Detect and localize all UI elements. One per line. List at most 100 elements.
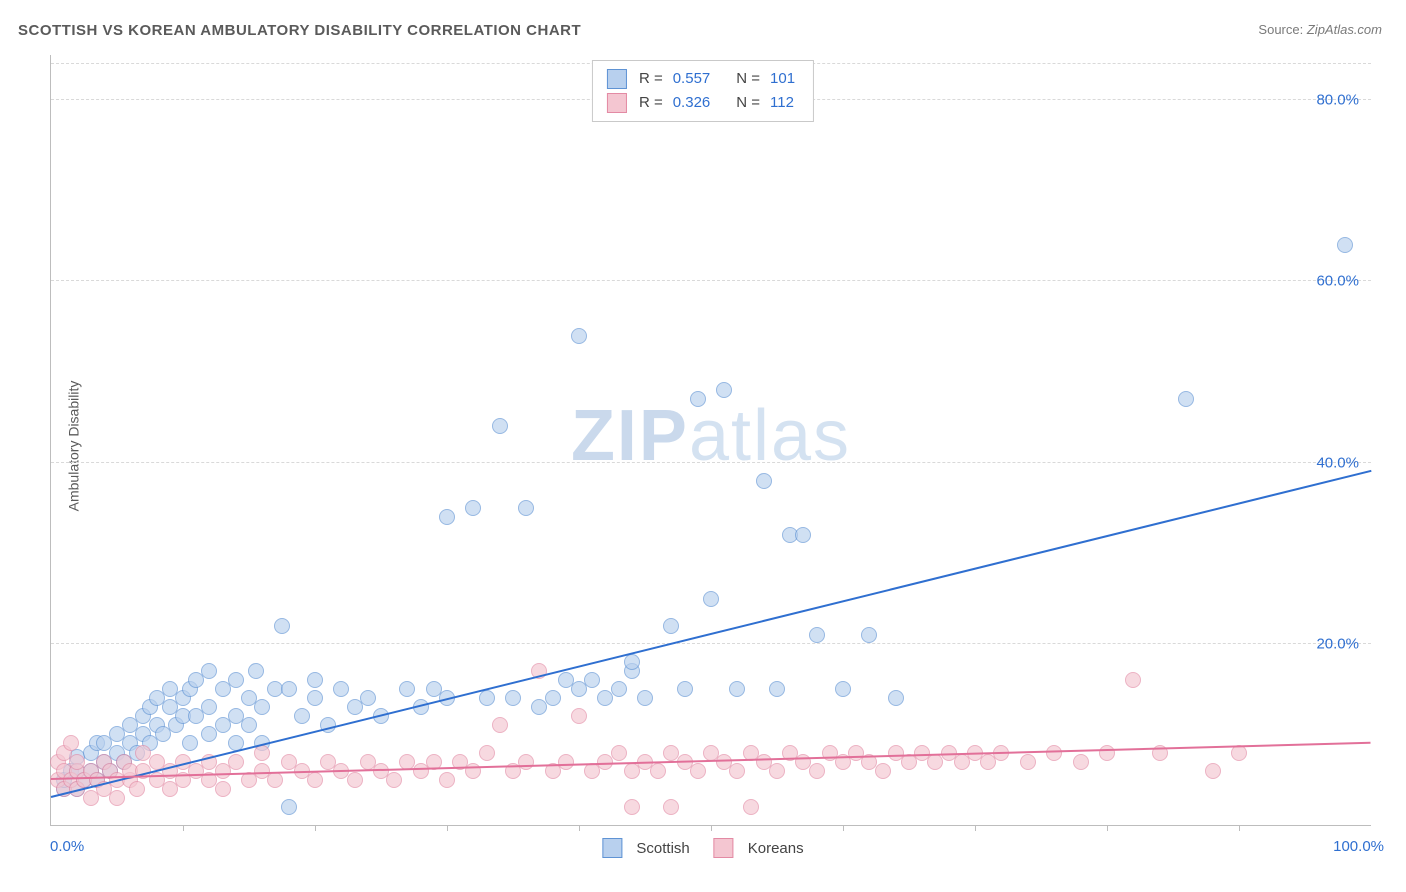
data-point: [307, 672, 323, 688]
correlation-legend: R =0.557N =101R =0.326N =112: [592, 60, 814, 122]
data-point: [228, 672, 244, 688]
n-label: N =: [736, 91, 760, 115]
x-tick: [579, 825, 580, 831]
data-point: [201, 663, 217, 679]
data-point: [795, 527, 811, 543]
data-point: [663, 799, 679, 815]
data-point: [254, 699, 270, 715]
data-point: [611, 681, 627, 697]
data-point: [650, 763, 666, 779]
r-label: R =: [639, 91, 663, 115]
data-point: [637, 690, 653, 706]
data-point: [129, 781, 145, 797]
x-tick: [183, 825, 184, 831]
data-point: [399, 681, 415, 697]
data-point: [228, 754, 244, 770]
n-value: 101: [770, 67, 795, 91]
data-point: [439, 772, 455, 788]
data-point: [492, 418, 508, 434]
data-point: [584, 672, 600, 688]
data-point: [274, 618, 290, 634]
data-point: [465, 763, 481, 779]
data-point: [518, 754, 534, 770]
data-point: [479, 690, 495, 706]
data-point: [360, 690, 376, 706]
data-point: [861, 627, 877, 643]
source-credit: Source: ZipAtlas.com: [1258, 22, 1382, 37]
data-point: [729, 763, 745, 779]
data-point: [703, 591, 719, 607]
data-point: [307, 690, 323, 706]
data-point: [492, 717, 508, 733]
data-point: [182, 735, 198, 751]
data-point: [571, 708, 587, 724]
data-point: [769, 681, 785, 697]
x-tick: [447, 825, 448, 831]
data-point: [809, 627, 825, 643]
x-axis-max-label: 100.0%: [1333, 838, 1384, 855]
r-value: 0.557: [673, 67, 711, 91]
data-point: [558, 754, 574, 770]
x-tick: [843, 825, 844, 831]
data-point: [1099, 745, 1115, 761]
data-point: [518, 500, 534, 516]
watermark-bold: ZIP: [571, 396, 689, 476]
legend-swatch: [602, 838, 622, 858]
series-legend: Scottish Koreans: [602, 838, 803, 858]
data-point: [215, 781, 231, 797]
legend-item: Scottish: [602, 838, 689, 858]
data-point: [386, 772, 402, 788]
legend-label: Koreans: [748, 840, 804, 857]
gridline: [51, 280, 1371, 281]
data-point: [465, 500, 481, 516]
data-point: [63, 735, 79, 751]
r-value: 0.326: [673, 91, 711, 115]
data-point: [545, 690, 561, 706]
data-point: [690, 763, 706, 779]
data-point: [743, 799, 759, 815]
data-point: [281, 799, 297, 815]
data-point: [663, 618, 679, 634]
scatter-plot-area: ZIPatlas 20.0%40.0%60.0%80.0%: [50, 55, 1371, 826]
watermark: ZIPatlas: [571, 395, 851, 477]
data-point: [888, 690, 904, 706]
x-tick: [975, 825, 976, 831]
data-point: [716, 382, 732, 398]
y-tick-label: 80.0%: [1316, 92, 1359, 109]
data-point: [281, 681, 297, 697]
data-point: [624, 654, 640, 670]
legend-row: R = 0.557 N = 101: [607, 67, 799, 91]
x-tick: [315, 825, 316, 831]
data-point: [729, 681, 745, 697]
r-label: R =: [639, 67, 663, 91]
legend-swatch: [607, 69, 627, 89]
data-point: [248, 663, 264, 679]
data-point: [1337, 237, 1353, 253]
source-label: Source:: [1258, 22, 1303, 37]
data-point: [267, 772, 283, 788]
data-point: [677, 681, 693, 697]
data-point: [835, 681, 851, 697]
data-point: [624, 799, 640, 815]
y-tick-label: 60.0%: [1316, 273, 1359, 290]
y-tick-label: 40.0%: [1316, 454, 1359, 471]
data-point: [1205, 763, 1221, 779]
data-point: [690, 391, 706, 407]
n-label: N =: [736, 67, 760, 91]
data-point: [109, 790, 125, 806]
chart-title: SCOTTISH VS KOREAN AMBULATORY DISABILITY…: [18, 22, 581, 39]
data-point: [809, 763, 825, 779]
legend-swatch: [607, 93, 627, 113]
data-point: [347, 772, 363, 788]
data-point: [1125, 672, 1141, 688]
legend-label: Scottish: [636, 840, 689, 857]
data-point: [769, 763, 785, 779]
data-point: [571, 328, 587, 344]
source-value: ZipAtlas.com: [1307, 22, 1382, 37]
data-point: [756, 473, 772, 489]
x-tick: [1239, 825, 1240, 831]
watermark-rest: atlas: [689, 396, 851, 476]
gridline: [51, 462, 1371, 463]
data-point: [611, 745, 627, 761]
data-point: [294, 708, 310, 724]
